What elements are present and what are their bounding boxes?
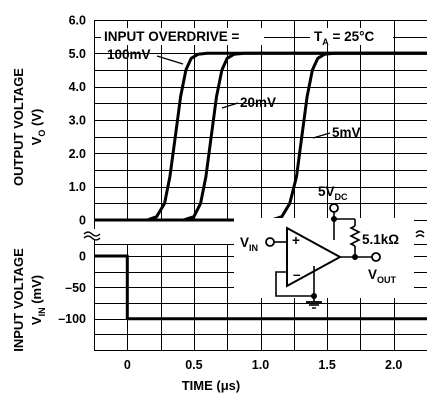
chart-grid bbox=[94, 20, 427, 351]
pullup-resistor bbox=[349, 225, 361, 247]
leader-100mv bbox=[156, 55, 184, 65]
input-y-label-line1: INPUT VOLTAGE bbox=[11, 248, 26, 352]
axis-break-mask bbox=[82, 229, 106, 239]
resistor-label: 5.1kΩ bbox=[362, 232, 399, 247]
x-tick-label: 0.5 bbox=[185, 358, 202, 372]
input-y-tick-label: –100 bbox=[58, 312, 86, 326]
axis-break-marks bbox=[82, 229, 425, 241]
input-y-tick-label: 0 bbox=[79, 250, 86, 264]
output-trace-5mv bbox=[94, 51, 427, 222]
vin-terminal bbox=[265, 237, 275, 247]
x-tick-label: 1.0 bbox=[252, 358, 269, 372]
x-tick-label: 0 bbox=[124, 358, 131, 372]
output-y-label-line2: VO (V) bbox=[29, 109, 47, 146]
vout-label: VOUT bbox=[368, 267, 397, 285]
minus-sign: – bbox=[293, 267, 301, 282]
input-y-label-line2: VIN (mV) bbox=[29, 275, 47, 325]
output-y-tick-label: 2.0 bbox=[69, 147, 86, 161]
output-y-tick-label: 1.0 bbox=[69, 180, 86, 194]
temperature-bg bbox=[310, 28, 393, 45]
axis-break-wave-1 bbox=[83, 231, 101, 237]
vout-terminal bbox=[371, 252, 381, 262]
chart-ticks: 0 0.5 1.0 1.5 2.0 0 1.0 2.0 3.0 4.0 5.0 6.0 0 –50 –100 bbox=[58, 14, 402, 373]
x-tick-label: 2.0 bbox=[385, 358, 402, 372]
temperature-label: TA = 25°C bbox=[314, 29, 375, 47]
x-tick-label: 1.5 bbox=[318, 358, 335, 372]
axis-break-wave-2 bbox=[83, 235, 101, 241]
output-y-tick-label: 4.0 bbox=[69, 80, 86, 94]
output-y-tick-label: 6.0 bbox=[69, 14, 86, 28]
output-trace-100mv bbox=[94, 51, 427, 222]
overdrive-title: INPUT OVERDRIVE = bbox=[104, 29, 240, 44]
leader-5mv bbox=[312, 132, 331, 139]
supply-terminal bbox=[329, 203, 339, 213]
axis-break-wave-right-1 bbox=[415, 230, 425, 234]
plus-sign: + bbox=[292, 233, 300, 248]
output-y-label-line1: OUTPUT VOLTAGE bbox=[11, 68, 26, 186]
leader-20mv bbox=[221, 102, 239, 109]
output-trace-20mv bbox=[94, 51, 427, 222]
axis-break-wave-right-2 bbox=[415, 234, 425, 238]
overdrive-title-bg bbox=[101, 28, 264, 45]
label-20mv: 20mV bbox=[240, 95, 276, 110]
output-y-tick-label: 5.0 bbox=[69, 47, 86, 61]
input-y-tick-label: –50 bbox=[65, 281, 86, 295]
output-y-tick-label: 0 bbox=[79, 214, 86, 228]
x-axis-label: TIME (μs) bbox=[182, 378, 241, 393]
comparator-circuit: + – VIN VOUT 5VDC 5.1kΩ bbox=[234, 184, 414, 309]
label-5mv: 5mV bbox=[332, 125, 361, 140]
vin-label: VIN bbox=[240, 235, 258, 253]
ground-return-wire bbox=[275, 271, 314, 297]
input-step-trace bbox=[94, 254, 427, 321]
chart-traces bbox=[94, 51, 427, 321]
output-y-tick-label: 3.0 bbox=[69, 114, 86, 128]
ground-node bbox=[311, 293, 317, 299]
supply-label: 5VDC bbox=[318, 184, 348, 202]
label-100mv: 100mV bbox=[107, 47, 151, 62]
